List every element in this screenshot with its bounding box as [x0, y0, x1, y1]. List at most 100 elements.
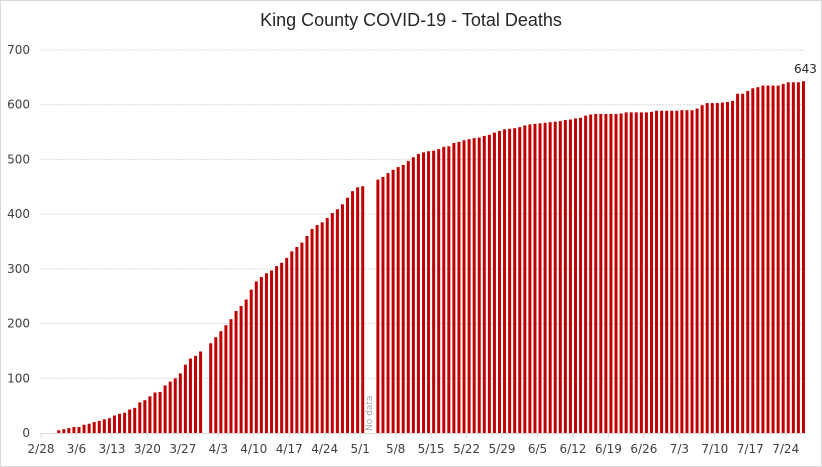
bar	[188, 358, 192, 433]
bar	[290, 251, 294, 433]
bar	[254, 281, 258, 433]
y-tick-label: 200	[7, 317, 30, 331]
bar	[351, 191, 355, 433]
bar	[477, 137, 481, 434]
x-tick-label: 6/12	[559, 442, 586, 456]
bar	[229, 319, 233, 433]
bar	[568, 119, 572, 433]
bar	[168, 381, 172, 433]
bar	[751, 88, 755, 434]
x-tick-label: 4/17	[276, 442, 303, 456]
bar	[619, 113, 623, 434]
bar	[112, 415, 116, 433]
bar	[614, 114, 618, 433]
bar	[346, 197, 350, 433]
bar	[573, 118, 577, 434]
bar	[320, 222, 324, 433]
bar	[72, 426, 76, 433]
bar	[513, 128, 517, 433]
annotations: No data 643	[365, 62, 817, 431]
bar	[57, 430, 61, 433]
bar	[401, 164, 405, 433]
bar	[548, 122, 552, 434]
bar	[629, 112, 633, 434]
bar	[285, 257, 289, 433]
bar	[660, 110, 664, 434]
bar	[143, 400, 147, 433]
bar	[427, 151, 431, 433]
bar	[224, 325, 228, 433]
bar	[695, 108, 699, 434]
bar	[644, 112, 648, 434]
x-tick-label: 4/10	[240, 442, 267, 456]
x-tick-label: 5/8	[386, 442, 405, 456]
bar	[715, 103, 719, 433]
bar	[396, 167, 400, 434]
bar	[356, 187, 360, 433]
bar	[655, 110, 659, 434]
bar	[153, 392, 157, 433]
bar	[725, 101, 729, 433]
y-tick-label: 700	[7, 43, 30, 57]
bar	[543, 122, 547, 434]
x-tick-label: 4/3	[209, 442, 228, 456]
bar	[634, 112, 638, 434]
bar	[487, 134, 491, 434]
bar	[447, 146, 451, 433]
bar	[508, 128, 512, 433]
bar	[741, 93, 745, 434]
bar	[604, 114, 608, 433]
bar	[199, 351, 203, 433]
bar	[123, 412, 127, 433]
bar	[492, 132, 496, 433]
bar	[280, 262, 284, 433]
x-tick-label: 7/10	[701, 442, 728, 456]
bar	[259, 277, 263, 433]
bar	[214, 337, 218, 433]
bar	[239, 306, 243, 433]
bar	[249, 289, 253, 433]
bar	[82, 424, 86, 433]
bar	[710, 103, 714, 433]
bar	[391, 169, 395, 433]
bar	[416, 153, 420, 433]
bar	[675, 110, 679, 434]
bar	[163, 385, 167, 433]
bar	[690, 110, 694, 433]
bar	[756, 87, 760, 433]
x-tick-label: 3/27	[169, 442, 196, 456]
bar	[533, 123, 537, 433]
bar	[87, 423, 91, 433]
bar	[680, 110, 684, 433]
bar	[295, 246, 299, 433]
no-data-annotation: No data	[365, 396, 375, 431]
bar	[97, 420, 101, 433]
bar	[437, 149, 441, 434]
bar	[771, 85, 775, 434]
bar	[518, 127, 522, 433]
bar	[102, 419, 106, 433]
bar	[148, 396, 152, 433]
bar	[234, 310, 238, 433]
bar	[376, 179, 380, 433]
bar	[264, 273, 268, 433]
bar	[589, 114, 593, 433]
bar	[128, 409, 132, 433]
x-tick-label: 7/3	[670, 442, 689, 456]
bar	[209, 343, 213, 433]
y-tick-label: 400	[7, 207, 30, 221]
bar	[649, 111, 653, 433]
bar	[62, 429, 66, 433]
bar	[381, 176, 385, 434]
bar	[781, 83, 785, 434]
bar	[173, 378, 177, 433]
x-tick-label: 5/29	[489, 442, 516, 456]
bar	[528, 124, 532, 433]
bar	[776, 85, 780, 434]
bar	[107, 418, 111, 433]
bar	[462, 140, 466, 433]
x-tick-label: 5/15	[418, 442, 445, 456]
bar	[335, 209, 339, 433]
bar	[275, 266, 279, 433]
bar	[315, 225, 319, 433]
